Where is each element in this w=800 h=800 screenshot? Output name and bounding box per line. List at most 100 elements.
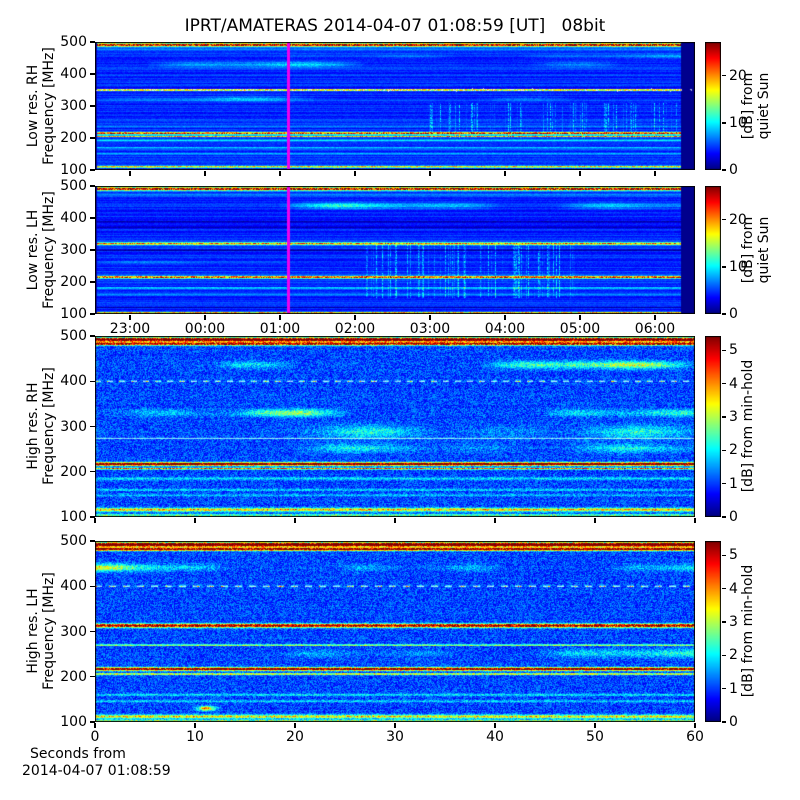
x-tick [594,723,596,728]
freq-tick [90,630,95,633]
freq-tick [90,425,95,428]
freq-tick-label: 500 [60,34,87,50]
freq-tick-label: 300 [60,242,87,258]
freq-tick-label: 100 [60,509,87,525]
x-tick [654,171,656,176]
freq-tick [90,516,95,518]
freq-tick [90,41,95,43]
spectrogram-high-res-rh [95,336,695,517]
freq-tick [90,721,95,723]
colorbar-label-line: [dB] from min-hold [740,564,756,698]
colorbar-tick [722,266,726,268]
colorbar-tick [722,483,726,485]
freq-tick [90,335,95,337]
freq-tick-label: 100 [60,306,87,322]
x-tick-label: 04:00 [484,321,526,337]
freq-tick [90,471,95,473]
colorbar-tick-label: 0 [729,509,738,525]
colorbar-tick [722,721,726,723]
freq-tick [90,73,95,75]
colorbar-tick-label: 1 [729,475,738,492]
colorbar-high-res-lh [705,541,721,722]
x-tick [129,171,131,176]
x-tick-label: 10 [186,729,204,745]
freq-tick [90,169,95,171]
freq-tick [90,185,95,187]
colorbar-tick-label: 10 [729,258,747,275]
colorbar-tick-label: 5 [729,547,738,564]
x-tick [279,315,281,320]
x-tick [504,171,506,176]
colorbar-label-high-res-rh: [dB] from min-hold [740,360,756,493]
freq-tick [90,137,95,139]
freq-tick [90,281,95,283]
colorbar-tick-label: 10 [729,114,747,131]
colorbar-tick [722,383,726,385]
x-tick [504,315,506,320]
colorbar-tick [722,349,726,351]
colorbar-high-res-rh [705,336,721,517]
colorbar-tick [722,516,726,518]
freq-tick-label: 200 [60,463,87,480]
xaxis-caption-line1: Seconds from [30,746,126,762]
colorbar-tick-label: 3 [729,409,738,425]
spectrogram-high-res-lh [95,541,695,722]
freq-tick-label: 200 [60,130,87,146]
x-tick-label: 23:00 [109,321,151,337]
colorbar-tick [722,169,726,171]
freq-tick-label: 500 [60,328,87,344]
colorbar-tick [722,219,726,221]
freq-tick [90,217,95,219]
x-tick [294,723,296,728]
x-tick-label: 60 [686,729,704,745]
x-tick [194,518,196,523]
x-tick-label: 03:00 [409,321,451,337]
freq-tick-label: 300 [60,98,87,114]
colorbar-label-line: [dB] from min-hold [740,359,756,493]
colorbar-tick-label: 0 [729,306,738,322]
x-tick [194,723,196,728]
x-tick [94,518,96,523]
x-tick-label: 20 [286,729,304,745]
freq-tick-label: 400 [60,66,87,82]
x-tick [654,315,656,320]
freq-tick [90,676,95,678]
x-tick [204,315,206,320]
freq-tick-label: 300 [60,623,87,640]
spectrogram-low-res-lh [95,186,695,314]
colorbar-tick [722,654,726,656]
colorbar-tick-label: 5 [729,342,738,359]
colorbar-tick-label: 3 [729,614,738,630]
colorbar-tick-label: 0 [729,714,738,730]
x-tick-label: 0 [90,729,100,745]
colorbar-label-line: quiet Sun [756,72,772,140]
x-tick-label: 00:00 [184,321,226,337]
colorbar-tick-label: 4 [729,375,738,392]
colorbar-label-line: quiet Sun [756,216,772,284]
freq-tick-label: 400 [60,578,87,595]
freq-tick-label: 400 [60,373,87,390]
colorbar-tick-label: 1 [729,680,738,697]
freq-tick-label: 100 [60,162,87,178]
colorbar-tick [722,449,726,451]
x-tick [394,518,396,523]
x-tick [494,518,496,523]
x-tick-label: 02:00 [334,321,376,337]
colorbar-tick [722,313,726,315]
colorbar-tick-label: 2 [729,647,738,664]
colorbar-low-res-lh [705,186,721,314]
x-tick [579,315,581,320]
x-tick [129,315,131,320]
colorbar-tick [722,122,726,124]
colorbar-tick-label: 2 [729,442,738,459]
colorbar-tick [722,588,726,590]
x-tick-label: 30 [386,729,404,745]
xaxis-caption-line2: 2014-04-07 01:08:59 [22,763,171,779]
colorbar-tick [722,621,726,623]
x-tick [494,723,496,728]
spectrogram-low-res-rh [95,42,695,170]
colorbar-tick-label: 20 [729,211,747,228]
freq-tick-label: 300 [60,418,87,435]
colorbar-tick [722,554,726,556]
